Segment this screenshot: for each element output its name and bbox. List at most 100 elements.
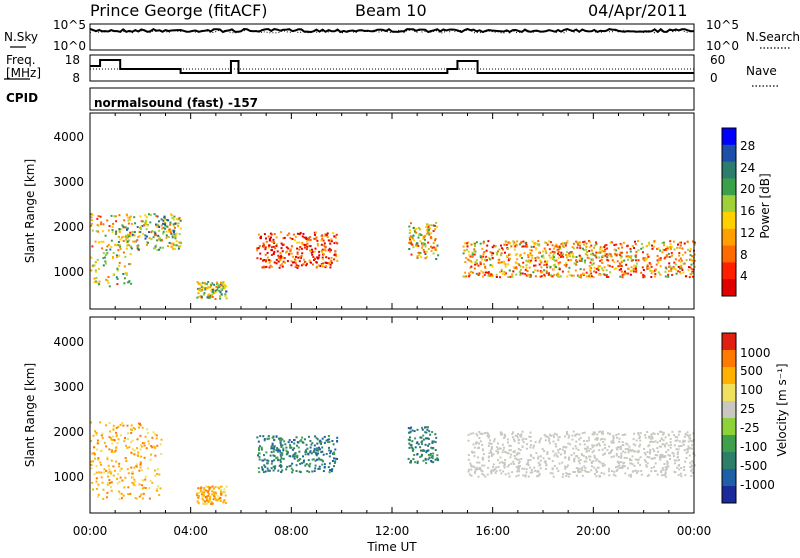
power-echo-cell <box>532 271 535 274</box>
power-echo-cell <box>153 231 156 234</box>
power-echo-cell <box>434 249 437 251</box>
power-echo-cell <box>679 272 682 275</box>
power-echo-cell <box>275 258 278 261</box>
velocity-echo-cell <box>619 446 622 449</box>
power-echo-cell <box>269 239 271 242</box>
power-echo-cell <box>483 273 486 276</box>
power-echo-cell <box>558 266 561 269</box>
power-echo-cell <box>139 215 142 218</box>
velocity-echo-cell <box>141 442 144 445</box>
velocity-echo-cell <box>112 438 114 441</box>
power-echo-cell <box>306 237 309 240</box>
velocity-echo-cell <box>330 470 333 473</box>
power-echo-cell <box>692 272 694 275</box>
velocity-echo-cell <box>639 435 641 438</box>
power-echo-cell <box>686 240 689 243</box>
velocity-echo-cell <box>263 439 266 442</box>
velocity-echo-cell <box>424 431 427 434</box>
velocity-echo-cell <box>136 454 139 457</box>
velocity-echo-cell <box>620 456 623 459</box>
velocity-echo-cell <box>613 470 616 473</box>
power-echo-cell <box>294 259 297 262</box>
time-tick-1200: 12:00 <box>375 524 410 538</box>
velocity-echo-cell <box>218 487 220 490</box>
power-echo-cell <box>298 241 301 244</box>
velocity-echo-cell <box>219 485 222 488</box>
velocity-echo-cell <box>650 470 653 473</box>
power-echo-cell <box>590 244 593 247</box>
velocity-echo-cell <box>635 439 638 442</box>
power-echo-cell <box>207 281 210 283</box>
power-echo-cell <box>558 254 561 257</box>
power-echo-cell <box>667 270 670 273</box>
power-echo-cell <box>329 266 332 269</box>
power-echo-cell <box>210 283 213 285</box>
velocity-echo-cell <box>304 449 307 452</box>
power-echo-cell <box>294 262 297 265</box>
velocity-echo-cell <box>211 493 214 496</box>
power-echo-cell <box>154 247 157 250</box>
power-echo-cell <box>667 252 670 255</box>
velocity-echo-cell <box>628 458 631 460</box>
power-echo-cell <box>317 256 320 259</box>
power-echo-cell <box>634 267 636 270</box>
velocity-echo-cell <box>271 436 274 439</box>
velocity-echo-cell <box>291 469 294 472</box>
power-echo-cell <box>569 252 572 255</box>
power-echo-cell <box>158 220 160 223</box>
power-echo-cell <box>594 244 597 247</box>
power-echo-cell <box>110 239 113 242</box>
power-echo-cell <box>515 253 518 255</box>
velocity-echo-cell <box>576 433 579 436</box>
power-echo-cell <box>270 265 273 268</box>
velocity-echo-cell <box>109 437 112 440</box>
velocity-echo-cell <box>116 482 119 485</box>
power-echo-cell <box>301 235 304 238</box>
power-echo-cell <box>116 269 119 272</box>
power-echo-cell <box>598 274 601 276</box>
velocity-echo-cell <box>264 470 267 473</box>
power-echo-cell <box>665 249 668 251</box>
velocity-echo-cell <box>317 452 319 455</box>
power-echo-cell <box>505 272 507 275</box>
power-echo-cell <box>485 255 488 258</box>
velocity-echo-cell <box>124 457 127 459</box>
velocity-echo-cell <box>583 460 586 463</box>
power-echo-cell <box>556 248 559 251</box>
velocity-echo-cell <box>612 441 615 444</box>
velocity-echo-cell <box>552 475 555 478</box>
velocity-echo-cell <box>120 434 122 437</box>
velocity-echo-cell <box>681 441 684 444</box>
velocity-echo-cell <box>131 472 134 475</box>
power-echo-cell <box>650 269 653 272</box>
power-echo-cell <box>324 249 327 252</box>
power-echo-cell <box>213 291 216 294</box>
power-echo-cell <box>176 222 178 225</box>
power-echo-cell <box>321 251 324 254</box>
power-echo-cell <box>162 246 164 249</box>
velocity-echo-cell <box>547 436 550 439</box>
velocity-echo-cell <box>563 450 566 453</box>
power-echo-cell <box>432 252 435 255</box>
velocity-echo-cell <box>555 445 558 448</box>
power-echo-cell <box>600 258 603 261</box>
power-echo-cell <box>175 244 178 247</box>
velocity-echo-cell <box>301 441 304 444</box>
velocity-echo-cell <box>567 436 570 439</box>
power-echo-cell <box>145 244 148 246</box>
power-echo-cell <box>650 276 653 278</box>
velocity-echo-cell <box>473 466 476 469</box>
power-echo-cell <box>579 258 582 261</box>
power-echo-cell <box>475 259 478 262</box>
velocity-echo-cell <box>264 465 267 468</box>
power-echo-cell <box>576 261 579 263</box>
velocity-echo-cell <box>127 472 130 475</box>
power-echo-cell <box>634 240 636 243</box>
power-echo-cell <box>647 255 650 258</box>
power-echo-cell <box>521 257 523 259</box>
power-echo-cell <box>422 237 425 240</box>
power-echo-cell <box>261 266 264 269</box>
power-echo-cell <box>528 249 531 252</box>
power-echo-cell <box>292 233 295 236</box>
power-echo-cell <box>424 244 427 247</box>
